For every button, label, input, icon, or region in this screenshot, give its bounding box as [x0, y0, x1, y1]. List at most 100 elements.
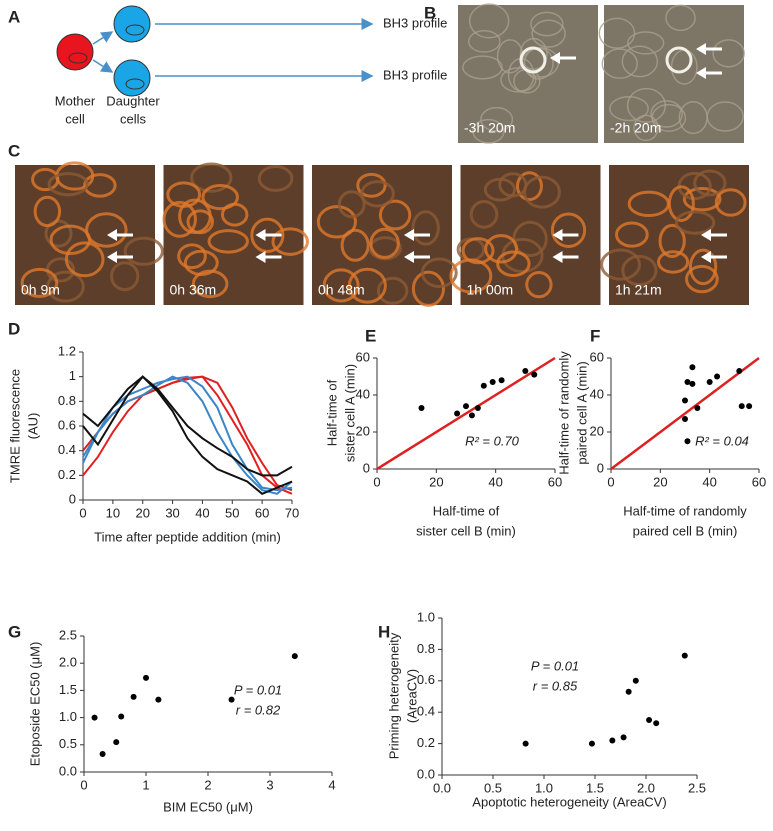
cell: [609, 95, 649, 122]
arrow-head: [255, 229, 266, 241]
annotation: r = 0.85: [533, 678, 578, 693]
cell: [85, 212, 128, 248]
cell: [600, 248, 641, 281]
y-tick-label: 0: [69, 491, 76, 506]
outcome-label: BH3 profile: [383, 67, 447, 82]
point: [228, 696, 235, 703]
panel-label: H: [378, 622, 390, 641]
point: [646, 717, 653, 724]
cell-label: cell: [65, 111, 85, 126]
point: [682, 397, 688, 404]
rounded-cell: [519, 46, 547, 74]
arrow-head: [107, 251, 117, 263]
cell: [614, 221, 649, 248]
cell: [621, 45, 659, 78]
cell: [714, 188, 747, 217]
cell: [550, 212, 587, 248]
cell: [376, 276, 409, 305]
cell: [658, 223, 686, 258]
cell: [498, 172, 528, 198]
point: [588, 740, 595, 747]
y-tick-label: 0.0: [417, 766, 435, 781]
cell: [411, 210, 440, 246]
timestamp: -2h 20m: [610, 120, 661, 136]
micrograph: 0h 48m: [312, 165, 458, 307]
y-tick-label: 40: [590, 386, 604, 401]
point: [130, 693, 137, 700]
y-tick-label: 0: [363, 460, 370, 475]
y-axis-label: Half-time of: [324, 379, 339, 446]
data-line: [82, 375, 293, 477]
fit-line: [610, 357, 760, 470]
point: [155, 696, 162, 703]
point: [474, 404, 481, 411]
x-tick-label: 0: [373, 474, 380, 489]
y-tick-label: 20: [590, 423, 604, 438]
cell: [347, 267, 387, 304]
point: [620, 734, 627, 741]
cell: [469, 199, 499, 229]
y-tick-label: 0.6: [417, 672, 435, 687]
annotation: P = 0.01: [531, 658, 579, 673]
x-tick-label: 0: [607, 474, 614, 489]
x-tick-label: 1: [142, 777, 149, 792]
data-line: [82, 375, 293, 495]
point: [706, 379, 713, 386]
lineage-diagram: [56, 5, 374, 97]
y-tick-label: 0: [597, 460, 604, 475]
x-tick-label: 60: [548, 474, 562, 489]
cell: [369, 227, 400, 259]
cell: [123, 236, 164, 266]
cell: [665, 4, 696, 32]
y-tick-label: 60: [356, 349, 370, 364]
cell: [626, 31, 665, 55]
annotation: R² = 0.04: [695, 433, 749, 448]
cell: [271, 227, 309, 256]
cell: [183, 249, 219, 277]
point: [682, 416, 688, 423]
y-tick-label: 0.5: [59, 736, 77, 751]
point: [291, 653, 298, 660]
point: [653, 720, 660, 727]
cell: [162, 200, 197, 238]
cell: [177, 243, 207, 270]
y-tick-label: 0.6: [58, 417, 76, 432]
y-tick-label: 60: [590, 349, 604, 364]
x-tick-label: 2: [204, 777, 211, 792]
fit-line: [376, 356, 556, 471]
micrograph: 0h 36m: [162, 162, 309, 305]
x-tick-label: 0.5: [484, 780, 502, 795]
point: [463, 403, 469, 410]
cell: [461, 237, 495, 265]
x-tick-label: 60: [255, 505, 269, 520]
micrograph: 0h 9m: [15, 161, 164, 305]
x-tick-label: 1.5: [586, 780, 604, 795]
point: [681, 652, 688, 659]
x-tick-label: 20: [429, 474, 443, 489]
cell: [411, 270, 445, 307]
x-axis-label: sister cell B (min): [416, 523, 516, 538]
point: [522, 740, 529, 747]
cell: [201, 183, 239, 211]
cell: [650, 100, 684, 128]
x-tick-label: 3: [266, 777, 273, 792]
arrow-head: [255, 251, 266, 263]
point: [99, 751, 106, 758]
x-tick-label: 4: [328, 777, 335, 792]
micrograph: -3h 20m: [458, 3, 598, 144]
cell: [519, 37, 548, 71]
y-axis-label: (AU): [25, 413, 40, 440]
x-tick-label: 2.0: [637, 780, 655, 795]
x-tick-label: 40: [488, 474, 502, 489]
y-tick-label: 0.2: [417, 735, 435, 750]
cell: [47, 172, 89, 197]
cell: [190, 162, 233, 193]
y-tick-label: 0.4: [58, 442, 76, 457]
x-axis-label: Half-time of: [433, 503, 500, 518]
y-tick-label: 0.8: [58, 393, 76, 408]
y-tick-label: 2.0: [59, 655, 77, 670]
point: [480, 382, 487, 389]
panel-label: D: [8, 319, 20, 338]
cell: [674, 210, 716, 235]
